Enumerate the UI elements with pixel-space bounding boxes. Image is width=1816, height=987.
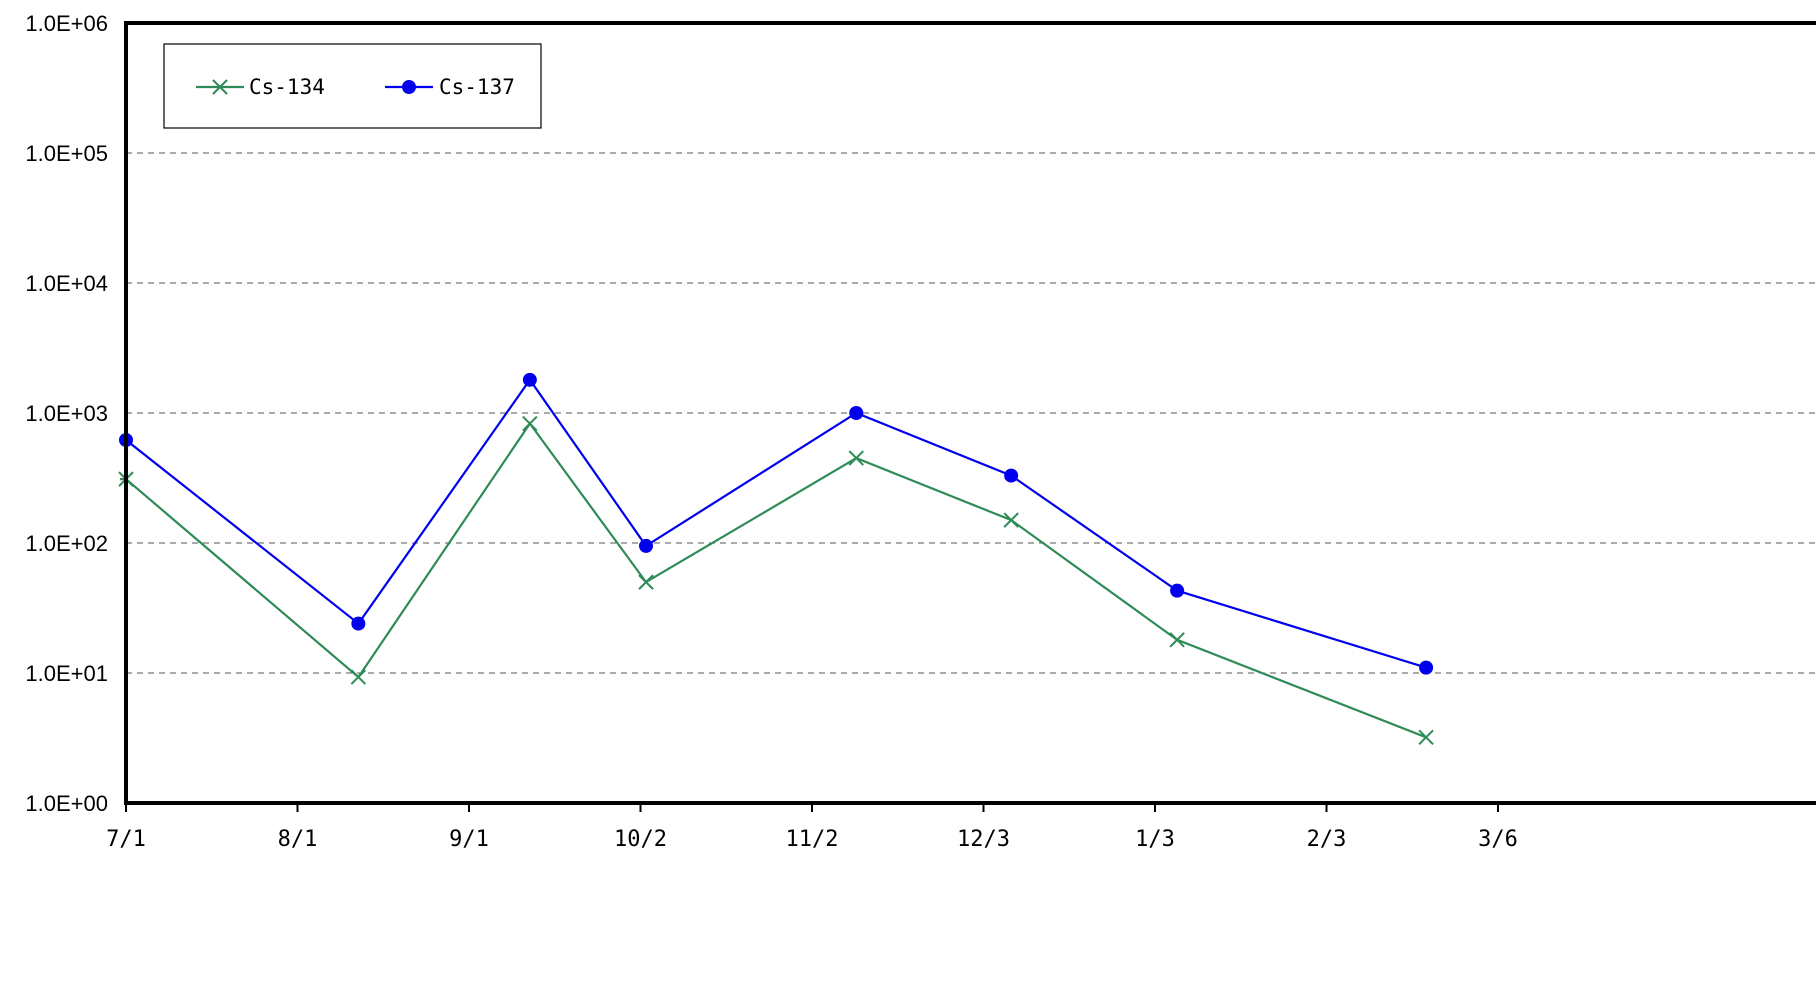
data-point-cs-134 [1418,729,1434,746]
legend-item-cs-134: Cs-134 [196,75,325,99]
y-tick-label: 1.0E+00 [25,791,108,816]
data-point-cs-137 [1170,583,1185,598]
tick-labels: 1.0E+00 1.0E+01 1.0E+02 1.0E+03 1.0E+04 1.0E+… [25,11,1517,852]
data-point-cs-137 [522,372,537,387]
data-point-cs-137 [1004,468,1019,483]
x-tick-label: 7/1 [106,827,146,852]
y-tick-label: 1.0E+05 [25,141,108,166]
legend-label: Cs-134 [249,75,325,99]
data-point-cs-137 [1419,660,1434,675]
data-point-cs-134 [1169,632,1185,648]
x-tick-label: 9/1 [449,827,489,852]
series-group [118,372,1434,746]
x-tick-label: 8/1 [278,827,318,852]
y-tick-label: 1.0E+03 [25,401,108,426]
x-tick-label: 12/3 [957,827,1010,852]
data-point-cs-134 [848,450,864,466]
x-tick-label: 3/6 [1478,827,1518,852]
data-point-cs-137 [639,538,654,553]
y-tick-label: 1.0E+01 [25,661,108,686]
legend-label: Cs-137 [439,75,515,99]
grid-lines [126,152,1816,674]
x-tick-label: 1/3 [1135,827,1175,852]
series-line-cs-137 [119,377,1427,669]
x-tick-label: 2/3 [1307,827,1347,852]
data-point-cs-137 [351,616,366,631]
legend-marker [402,80,416,94]
data-point-cs-134 [638,574,654,590]
x-tick-label: 10/2 [614,827,667,852]
series-line-cs-134 [119,421,1427,739]
data-point-cs-134 [522,415,538,432]
y-tick-label: 1.0E+02 [25,531,108,556]
legend: Cs-134 Cs-137 [163,43,542,129]
x-tick-label: 11/2 [786,827,839,852]
data-point-cs-134 [350,669,367,685]
axes [124,21,1816,805]
y-tick-label: 1.0E+04 [25,271,108,296]
data-point-cs-134 [1003,512,1019,528]
legend-item-cs-137: Cs-137 [385,75,515,99]
legend-marker [212,79,228,95]
y-tick-label: 1.0E+06 [25,11,108,36]
data-point-cs-137 [849,406,864,420]
